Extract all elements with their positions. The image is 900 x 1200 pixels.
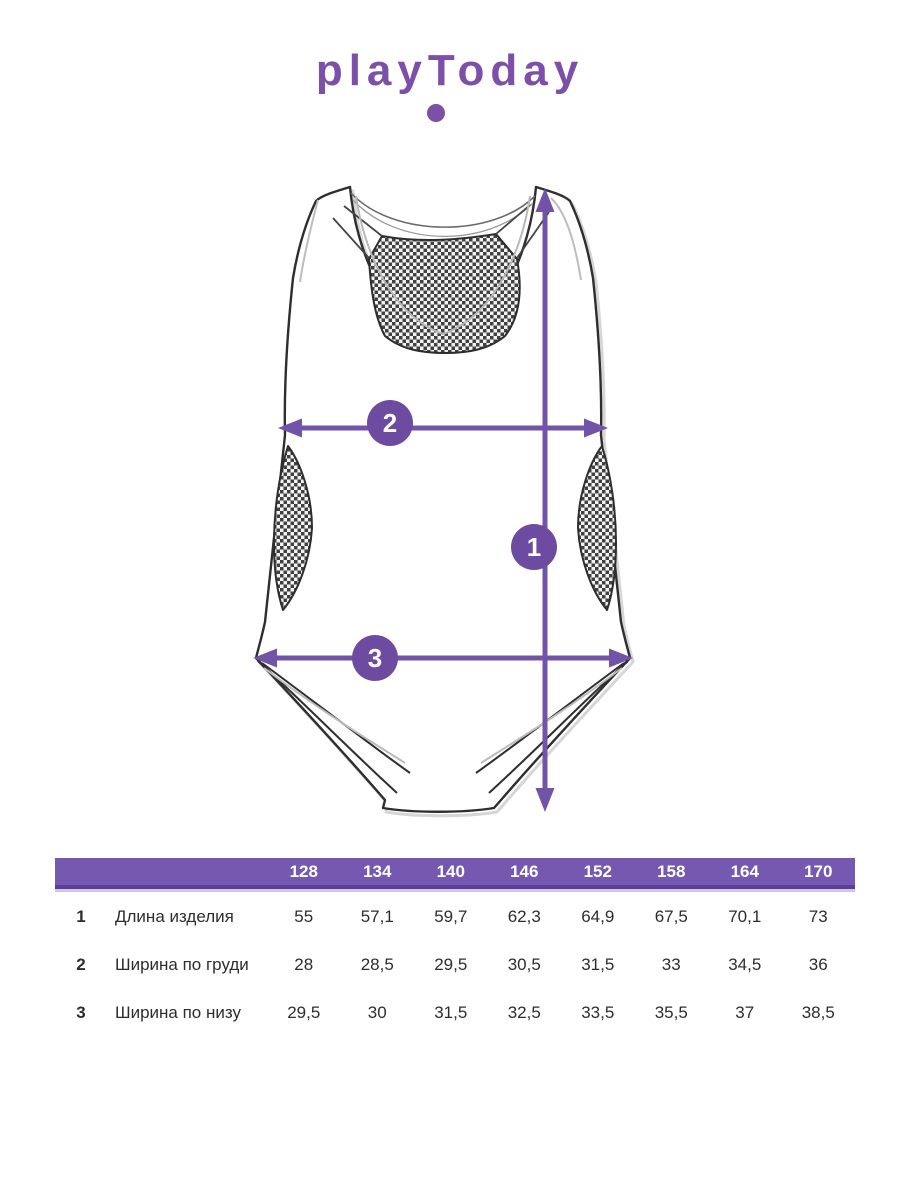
table-row: 2 Ширина по груди 28 28,5 29,5 30,5 31,5… [55, 941, 855, 989]
measurement-arrow-length [535, 188, 555, 812]
cell-value: 33,5 [581, 1003, 615, 1022]
size-column-header: 170 [804, 861, 833, 881]
size-table-body: 1 Длина изделия 55 57,1 59,7 62,3 64,9 6… [55, 889, 855, 1037]
size-column-header: 146 [510, 861, 539, 881]
back-mesh-panel [368, 233, 521, 354]
leg-hem-shadow [263, 667, 406, 764]
logo-text-oday: oday [457, 46, 585, 95]
cell-value: 62,3 [507, 907, 541, 926]
table-row: 1 Длина изделия 55 57,1 59,7 62,3 64,9 6… [55, 893, 855, 941]
cell-value: 28 [294, 955, 314, 974]
logo-text-t: T [427, 46, 458, 95]
logo-dot-icon [427, 104, 445, 122]
row-number: 3 [76, 1003, 86, 1022]
cell-value: 30 [367, 1003, 387, 1022]
cell-value: 32,5 [507, 1003, 541, 1022]
size-column-header: 134 [363, 861, 392, 881]
row-number: 2 [76, 955, 86, 974]
size-column-header: 164 [730, 861, 759, 881]
cell-value: 59,7 [434, 907, 468, 926]
cell-value: 57,1 [360, 907, 394, 926]
badge-1-number: 1 [526, 532, 542, 562]
badge-3-number: 3 [367, 643, 383, 673]
back-scoop-line [350, 192, 536, 228]
badge-2-number: 2 [382, 408, 398, 438]
side-mesh-left [273, 445, 313, 611]
side-mesh-right [577, 445, 617, 611]
leg-hem-shadow [480, 667, 623, 764]
cell-value: 70,1 [728, 907, 762, 926]
measurement-badge-3: 3 [352, 635, 398, 681]
row-label: Длина изделия [115, 907, 234, 926]
measurement-arrow-bottom [253, 648, 633, 668]
cell-value: 36 [808, 955, 828, 974]
cell-value: 33 [661, 955, 681, 974]
cell-value: 28,5 [360, 955, 394, 974]
cell-value: 73 [808, 907, 828, 926]
cell-value: 29,5 [287, 1003, 321, 1022]
size-column-header: 140 [436, 861, 465, 881]
size-table: 128 134 140 146 152 158 164 170 1 Длина … [55, 858, 855, 1037]
row-label: Ширина по груди [115, 955, 249, 974]
cell-value: 38,5 [801, 1003, 835, 1022]
back-strap-line [495, 204, 531, 235]
size-column-header: 152 [583, 861, 612, 881]
size-table-header: 128 134 140 146 152 158 164 170 [55, 858, 855, 889]
measurement-arrow-chest [278, 418, 608, 438]
cell-value: 55 [294, 907, 314, 926]
row-label: Ширина по низу [115, 1003, 241, 1022]
table-row: 3 Ширина по низу 29,5 30 31,5 32,5 33,5 … [55, 989, 855, 1037]
measurement-badge-2: 2 [367, 400, 413, 446]
cell-value: 37 [735, 1003, 755, 1022]
neckline-shadow [355, 195, 531, 336]
armhole-shadow-right [550, 197, 582, 281]
size-column-header: 128 [289, 861, 318, 881]
cell-value: 31,5 [434, 1003, 468, 1022]
cell-value: 67,5 [654, 907, 688, 926]
cell-value: 64,9 [581, 907, 615, 926]
cell-value: 34,5 [728, 955, 762, 974]
brand-logo: playToday [0, 49, 900, 93]
logo-text-play: play [315, 46, 428, 95]
cell-value: 31,5 [581, 955, 615, 974]
row-number: 1 [76, 907, 86, 926]
size-column-header: 158 [657, 861, 686, 881]
cell-value: 30,5 [507, 955, 541, 974]
back-scoop-line-2 [352, 199, 534, 237]
back-strap-line [343, 205, 383, 237]
swimsuit-technical-drawing [253, 185, 635, 818]
cell-value: 29,5 [434, 955, 468, 974]
armhole-shadow-left [299, 199, 319, 283]
measurement-badge-1: 1 [511, 524, 557, 570]
back-strap-line [332, 217, 370, 259]
cell-value: 35,5 [654, 1003, 688, 1022]
